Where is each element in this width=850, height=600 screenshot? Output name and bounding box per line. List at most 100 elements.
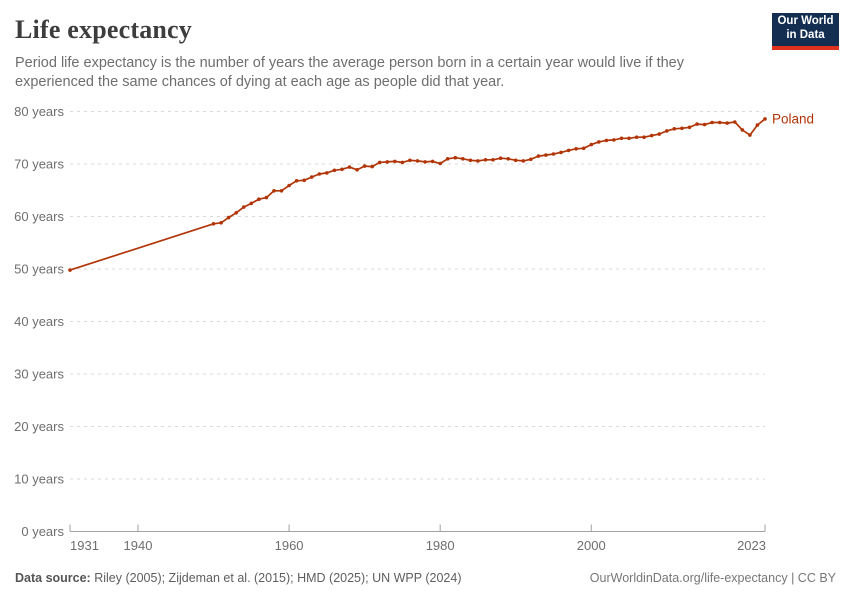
data-point-1992[interactable]	[529, 157, 533, 162]
footer-link[interactable]: OurWorldinData.org/life-expectancy	[589, 571, 788, 585]
data-point-2014[interactable]	[695, 122, 699, 126]
data-point-1988[interactable]	[498, 156, 503, 160]
data-point-1984[interactable]	[468, 158, 473, 163]
data-point-1972[interactable]	[377, 160, 382, 165]
data-point-1968[interactable]	[347, 165, 352, 169]
data-point-2000[interactable]	[589, 142, 594, 147]
data-point-1951[interactable]	[219, 221, 223, 225]
data-point-1979[interactable]	[430, 159, 435, 164]
data-point-2009[interactable]	[657, 132, 661, 136]
series-poland[interactable]: Poland	[68, 111, 814, 272]
data-point-2013[interactable]	[687, 125, 692, 130]
data-point-1967[interactable]	[340, 167, 344, 172]
data-point-1987[interactable]	[491, 158, 495, 162]
data-point-1931[interactable]	[68, 268, 72, 272]
data-point-1974[interactable]	[393, 159, 397, 164]
data-point-2006[interactable]	[634, 135, 639, 139]
y-axis-labels: 0 years 10 years 20 years 30 years 40 years 5…	[14, 104, 64, 539]
data-point-1998[interactable]	[574, 147, 578, 151]
x-tick-label-2023: 2023	[737, 538, 766, 553]
data-point-1956[interactable]	[257, 197, 261, 201]
owid-logo[interactable]: Our World in Data	[772, 13, 839, 50]
data-point-2017[interactable]	[717, 120, 722, 125]
data-point-1955[interactable]	[249, 201, 254, 206]
data-point-1975[interactable]	[400, 160, 405, 165]
series-label-poland: Poland	[772, 111, 814, 126]
data-point-2012[interactable]	[680, 126, 684, 131]
data-point-1958[interactable]	[272, 189, 276, 193]
data-point-1994[interactable]	[544, 153, 548, 157]
data-point-2023[interactable]	[763, 117, 767, 121]
data-point-1999[interactable]	[581, 146, 586, 151]
license-badge: CC BY	[797, 571, 836, 585]
data-point-1961[interactable]	[294, 179, 299, 183]
owid-logo-text-line2: in Data	[786, 28, 825, 41]
data-point-2004[interactable]	[619, 136, 624, 141]
data-point-1963[interactable]	[309, 175, 314, 179]
data-point-1960[interactable]	[287, 183, 291, 188]
x-tick-label-1960: 1960	[275, 538, 304, 553]
data-point-1954[interactable]	[242, 205, 246, 209]
data-point-1981[interactable]	[445, 157, 450, 161]
data-point-1986[interactable]	[483, 158, 488, 162]
data-point-1977[interactable]	[415, 159, 420, 163]
x-tick-label-2000: 2000	[577, 538, 606, 553]
data-point-1962[interactable]	[302, 178, 307, 183]
x-axis-labels: 1931 1940 1960 1980 2000 2023	[70, 538, 766, 553]
data-point-1964[interactable]	[317, 172, 322, 176]
data-point-1966[interactable]	[332, 168, 337, 173]
data-point-1957[interactable]	[264, 195, 269, 200]
data-point-1993[interactable]	[536, 154, 541, 158]
chart-subtitle: Period life expectancy is the number of …	[15, 55, 684, 91]
data-points-poland	[68, 117, 767, 272]
data-point-1989[interactable]	[506, 157, 511, 161]
data-point-1978[interactable]	[423, 160, 427, 164]
data-point-2015[interactable]	[702, 122, 707, 127]
data-point-2016[interactable]	[710, 120, 714, 125]
data-source-text: Riley (2005); Zijdeman et al. (2015); HM…	[94, 571, 462, 585]
data-point-2020[interactable]	[740, 128, 745, 132]
footer-citation: OurWorldinData.org/life-expectancy | CC …	[590, 571, 836, 585]
data-point-2005[interactable]	[627, 136, 631, 141]
data-point-1969[interactable]	[355, 168, 359, 172]
data-point-1996[interactable]	[559, 150, 563, 155]
data-point-2003[interactable]	[612, 138, 616, 142]
x-axis	[69, 524, 766, 532]
footer-separator: |	[791, 571, 795, 585]
data-point-1991[interactable]	[521, 159, 526, 163]
data-point-2010[interactable]	[665, 129, 669, 133]
data-point-2008[interactable]	[649, 133, 654, 138]
data-point-2011[interactable]	[672, 127, 677, 131]
data-point-1950[interactable]	[211, 222, 216, 226]
x-tick-label-1980: 1980	[426, 538, 455, 553]
data-point-1982[interactable]	[453, 155, 458, 160]
data-point-2018[interactable]	[725, 121, 729, 125]
data-point-1973[interactable]	[385, 160, 390, 164]
y-tick-label-40: 40 years	[14, 314, 64, 329]
data-point-1995[interactable]	[551, 152, 556, 156]
data-point-1953[interactable]	[234, 211, 238, 215]
data-point-1997[interactable]	[566, 148, 571, 153]
data-point-1959[interactable]	[279, 189, 284, 193]
data-point-1965[interactable]	[325, 171, 329, 175]
y-gridlines	[70, 111, 765, 480]
data-point-1976[interactable]	[408, 158, 412, 163]
data-point-1971[interactable]	[370, 164, 375, 169]
data-point-1990[interactable]	[513, 158, 518, 163]
data-point-2007[interactable]	[642, 135, 646, 139]
y-tick-label-70: 70 years	[14, 157, 64, 172]
data-point-2019[interactable]	[733, 120, 737, 124]
data-point-1985[interactable]	[476, 159, 480, 163]
data-point-1952[interactable]	[226, 215, 231, 220]
data-point-2001[interactable]	[597, 140, 601, 144]
data-point-1980[interactable]	[438, 161, 443, 166]
x-tick-label-1931: 1931	[70, 538, 99, 553]
data-point-1983[interactable]	[461, 157, 465, 161]
data-point-2022[interactable]	[755, 123, 760, 127]
data-point-2021[interactable]	[748, 133, 752, 137]
data-point-1970[interactable]	[362, 164, 367, 168]
y-tick-label-0: 0 years	[21, 524, 64, 539]
data-point-2002[interactable]	[604, 138, 609, 143]
